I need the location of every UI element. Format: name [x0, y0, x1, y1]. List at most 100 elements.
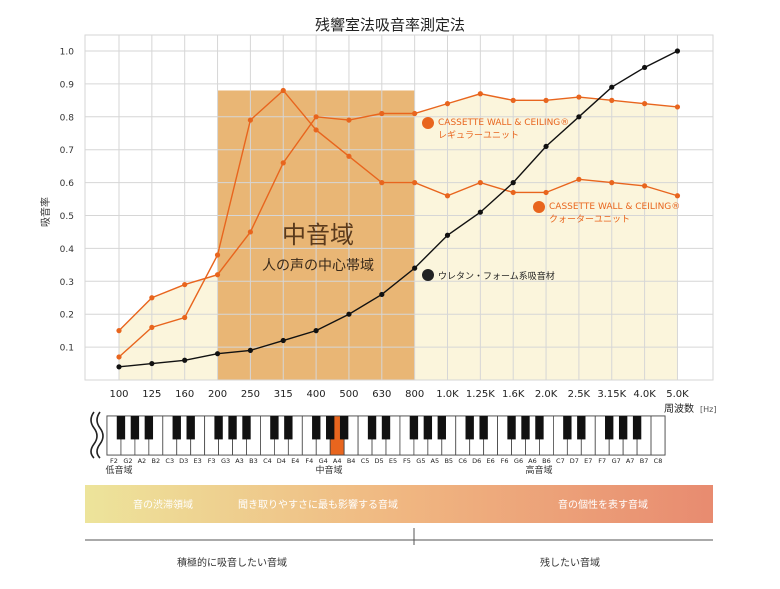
- series-quarter: [116, 87, 681, 360]
- note-label: B2: [152, 457, 161, 465]
- range-mid-label: 中音域: [315, 464, 342, 476]
- legend-urethane-marker: [422, 269, 434, 281]
- y-tick-label: 1.0: [60, 48, 75, 58]
- series-quarter-point: [379, 180, 385, 186]
- note-label: F2: [110, 457, 118, 465]
- note-label: A6: [528, 457, 537, 465]
- series-urethane-point: [346, 311, 352, 317]
- black-key: [521, 416, 530, 440]
- series-urethane-point: [477, 209, 483, 215]
- note-label: F7: [598, 457, 606, 465]
- series-regular-point: [214, 272, 221, 278]
- series-quarter-line: [118, 89, 678, 358]
- series-quarter-point: [116, 354, 122, 360]
- x-tick-label: 2.0K: [535, 389, 558, 400]
- note-label: A7: [626, 457, 635, 465]
- series-regular-point: [609, 97, 615, 103]
- x-tick-label: 1.25K: [466, 389, 495, 400]
- y-tick-label: 0.1: [60, 344, 74, 354]
- note-label: B5: [444, 457, 453, 465]
- black-key: [312, 416, 321, 440]
- note-label: A5: [431, 457, 440, 465]
- note-label: F6: [501, 457, 509, 465]
- series-urethane-point: [214, 351, 221, 357]
- area-fills: [119, 90, 678, 381]
- series-regular-point: [477, 91, 483, 97]
- note-label: E6: [487, 457, 495, 465]
- series-quarter-point: [149, 324, 155, 330]
- series-regular-point: [116, 328, 122, 334]
- note-label: C8: [654, 457, 663, 465]
- white-key: [650, 415, 666, 456]
- x-tick-label: 200: [208, 389, 227, 400]
- series-urethane-point: [182, 357, 188, 363]
- black-key: [144, 416, 154, 440]
- black-key: [409, 416, 419, 440]
- black-key: [618, 416, 628, 440]
- keyboard-break-mark: [96, 411, 104, 459]
- series-regular-point: [576, 94, 582, 100]
- note-label: E5: [389, 457, 397, 465]
- note-label: G2: [123, 457, 132, 465]
- x-tick-label: 500: [339, 389, 358, 400]
- series-urethane-point: [543, 143, 549, 150]
- black-key: [381, 416, 391, 440]
- y-tick-labels: 0.1 0.2 0.3 0.4 0.5 0.6 0.7 0.8 0.9 1.0: [60, 48, 75, 354]
- series-regular-point: [444, 101, 451, 107]
- black-key: [437, 416, 446, 440]
- black-key: [423, 416, 433, 440]
- y-tick-label: 0.8: [60, 113, 75, 123]
- y-tick-label: 0.5: [60, 212, 74, 222]
- y-tick-label: 0.7: [60, 146, 74, 156]
- legend-regular-marker: [422, 117, 434, 129]
- series-quarter-point: [214, 252, 221, 258]
- series-regular-point: [543, 97, 549, 103]
- range-low-label: 低音域: [105, 464, 132, 476]
- mid-band-title: 中音域: [282, 221, 354, 249]
- series-lines: [116, 48, 681, 370]
- band-left-label: 音の渋滞領域: [133, 498, 193, 511]
- y-tick-label: 0.9: [60, 80, 75, 90]
- series-regular-point: [280, 160, 286, 166]
- series-urethane-point: [510, 180, 516, 186]
- note-label: F3: [208, 457, 216, 465]
- y-tick-label: 0.6: [60, 179, 75, 189]
- black-key: [563, 416, 572, 440]
- x-tick-label: 3.15K: [597, 389, 626, 400]
- black-key: [172, 416, 181, 440]
- legend-quarter-jp: クォーターユニット: [549, 214, 630, 225]
- series-regular-point: [674, 104, 681, 110]
- x-tick-label: 160: [175, 389, 194, 400]
- keyboard-break-mark: [90, 411, 98, 459]
- series-urethane-point: [149, 360, 155, 367]
- black-key: [242, 416, 251, 440]
- series-regular-point: [379, 110, 385, 117]
- series-quarter-point: [642, 183, 648, 189]
- series-urethane-point: [247, 347, 253, 353]
- bottom-right-label: 残したい音域: [540, 556, 600, 569]
- legend-regular: CASSETTE WALL & CEILING® レギュラーユニット: [422, 117, 569, 141]
- black-key: [284, 416, 293, 440]
- black-key: [339, 416, 349, 440]
- x-axis-unit: [Hz]: [700, 405, 716, 414]
- plot-frame: [84, 34, 714, 381]
- series-regular-point: [313, 114, 319, 120]
- piano-note-labels: F2 G2 A2 B2 C3 D3 E3 F3 G3 A3 B3 C4 D4 E4 F4 G4 A4 B4 C5 D5…: [110, 457, 662, 465]
- series-quarter-point: [543, 189, 549, 196]
- range-high-label: 高音域: [525, 464, 552, 476]
- series-quarter-point: [247, 117, 253, 123]
- black-key: [479, 416, 488, 440]
- note-label: E7: [584, 457, 592, 465]
- note-label: D3: [179, 457, 188, 465]
- note-label: G7: [612, 457, 621, 465]
- series-quarter-point: [510, 189, 516, 196]
- black-key: [326, 416, 335, 440]
- black-key: [186, 416, 195, 440]
- series-urethane: [116, 48, 681, 370]
- series-quarter-point: [609, 180, 615, 186]
- note-label: C5: [361, 457, 370, 465]
- series-regular-point: [642, 101, 648, 107]
- series-quarter-point: [674, 193, 681, 199]
